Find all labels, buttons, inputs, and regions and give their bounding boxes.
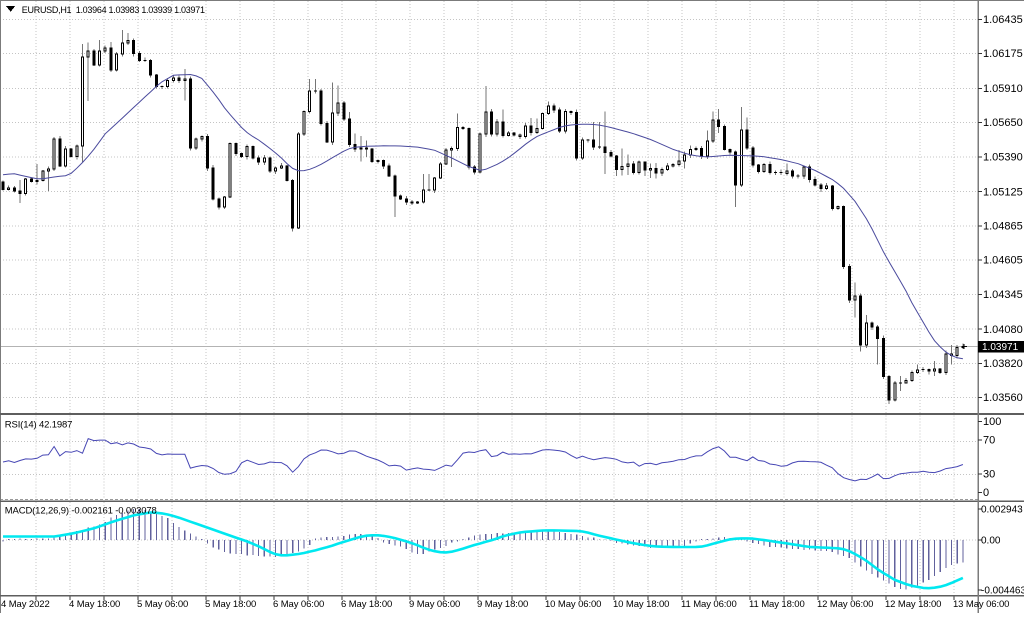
svg-text:1.05650: 1.05650 — [983, 117, 1023, 129]
svg-text:9 May 06:00: 9 May 06:00 — [409, 599, 460, 610]
svg-text:0.002943: 0.002943 — [981, 505, 1023, 516]
svg-text:5 May 18:00: 5 May 18:00 — [205, 599, 256, 610]
svg-text:MACD(12,26,9) -0.002161 -0.003: MACD(12,26,9) -0.002161 -0.003078 — [5, 505, 157, 516]
svg-text:1.04345: 1.04345 — [983, 289, 1023, 301]
svg-text:0.00: 0.00 — [981, 536, 1001, 547]
svg-text:1.03971: 1.03971 — [982, 342, 1019, 353]
svg-text:11 May 18:00: 11 May 18:00 — [749, 599, 805, 610]
svg-text:0: 0 — [983, 487, 989, 499]
svg-text:1.06175: 1.06175 — [983, 48, 1023, 60]
svg-text:1.04080: 1.04080 — [983, 324, 1023, 336]
svg-text:12 May 06:00: 12 May 06:00 — [817, 599, 873, 610]
svg-text:10 May 06:00: 10 May 06:00 — [545, 599, 601, 610]
svg-text:5 May 06:00: 5 May 06:00 — [137, 599, 188, 610]
svg-text:10 May 18:00: 10 May 18:00 — [613, 599, 669, 610]
svg-text:EURUSD,H1 1.03964 1.03983 1.0: EURUSD,H1 1.03964 1.03983 1.03939 1.0397… — [22, 5, 205, 15]
svg-text:6 May 06:00: 6 May 06:00 — [273, 599, 324, 610]
svg-text:1.05390: 1.05390 — [983, 151, 1023, 163]
svg-text:30: 30 — [983, 469, 995, 481]
svg-text:-0.004463: -0.004463 — [981, 586, 1024, 597]
svg-text:1.06435: 1.06435 — [983, 14, 1023, 26]
svg-text:70: 70 — [983, 435, 995, 447]
svg-text:9 May 18:00: 9 May 18:00 — [477, 599, 528, 610]
svg-text:1.03820: 1.03820 — [983, 358, 1023, 370]
svg-text:4 May 18:00: 4 May 18:00 — [69, 599, 120, 610]
svg-text:1.05125: 1.05125 — [983, 186, 1023, 198]
svg-text:1.03560: 1.03560 — [983, 392, 1023, 404]
svg-text:1.04865: 1.04865 — [983, 221, 1023, 233]
svg-text:11 May 06:00: 11 May 06:00 — [681, 599, 737, 610]
svg-text:1.05910: 1.05910 — [983, 83, 1023, 95]
svg-text:1.04605: 1.04605 — [983, 255, 1023, 267]
svg-text:6 May 18:00: 6 May 18:00 — [341, 599, 392, 610]
svg-text:12 May 18:00: 12 May 18:00 — [885, 599, 941, 610]
svg-text:4 May 2022: 4 May 2022 — [1, 599, 50, 610]
svg-text:RSI(14) 42.1987: RSI(14) 42.1987 — [5, 419, 72, 430]
svg-text:100: 100 — [983, 416, 1001, 428]
svg-text:13 May 06:00: 13 May 06:00 — [953, 599, 1009, 610]
